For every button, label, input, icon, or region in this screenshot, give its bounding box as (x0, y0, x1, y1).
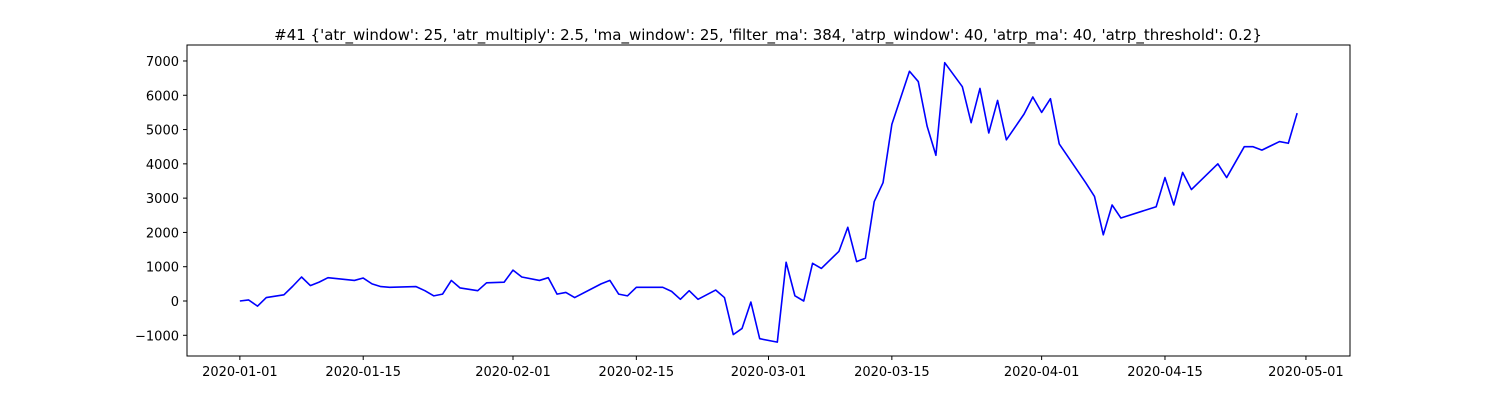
x-tick-label: 2020-01-15 (325, 365, 401, 380)
line-series (239, 61, 1298, 343)
y-tick-label: 6000 (146, 89, 179, 104)
x-tick-label: 2020-05-01 (1268, 365, 1344, 380)
y-tick-label: 1000 (146, 261, 179, 276)
y-tick-label: 0 (171, 295, 179, 310)
x-tick-label: 2020-01-01 (202, 365, 278, 380)
x-tick-label: 2020-04-01 (1004, 365, 1080, 380)
chart-title: #41 {'atr_window': 25, 'atr_multiply': 2… (274, 26, 1262, 45)
y-tick-label: 3000 (146, 192, 179, 207)
y-tick-label: 4000 (146, 158, 179, 173)
y-tick-label: −1000 (135, 329, 179, 344)
y-tick-label: 2000 (146, 226, 179, 241)
plot-frame (186, 44, 1351, 357)
x-tick-label: 2020-03-15 (854, 365, 930, 380)
x-tick-label: 2020-02-15 (599, 365, 675, 380)
x-tick-label: 2020-04-15 (1127, 365, 1203, 380)
y-tick-label: 7000 (146, 55, 179, 70)
x-tick-label: 2020-02-01 (475, 365, 551, 380)
x-tick-label: 2020-03-01 (731, 365, 807, 380)
y-tick-label: 5000 (146, 124, 179, 139)
